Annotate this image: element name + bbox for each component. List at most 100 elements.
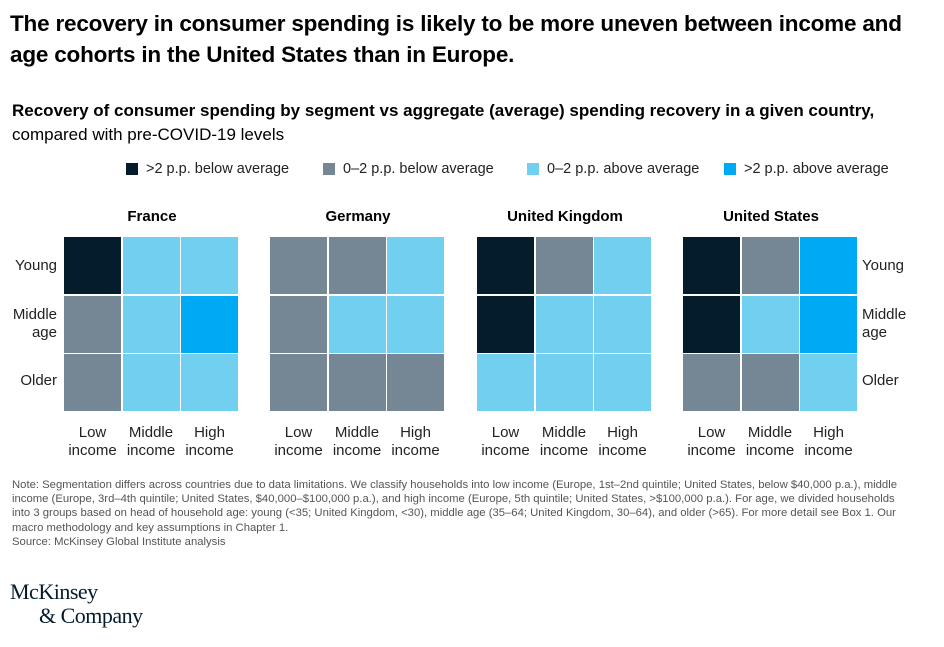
heatmap-cell <box>328 295 386 353</box>
column-label-line: income <box>687 442 736 459</box>
heatmap-cell <box>477 237 534 294</box>
column-label: High income <box>181 424 239 460</box>
column-label: Low income <box>477 424 535 460</box>
heatmap-cell <box>741 354 799 411</box>
legend-label: 0–2 p.p. below average <box>343 161 494 177</box>
column-label: Middle income <box>328 424 386 460</box>
panel-title-germany: Germany <box>325 208 391 225</box>
heatmap-cell <box>64 295 121 353</box>
column-label-line: income <box>598 442 647 459</box>
column-label-line: High <box>400 424 431 441</box>
row-label-left: Middle age <box>0 306 57 342</box>
heatmap-cell <box>683 295 740 353</box>
heatmap-cell <box>387 237 444 294</box>
row-label-right: Older <box>862 372 932 390</box>
column-label: High income <box>594 424 652 460</box>
legend-label: >2 p.p. below average <box>146 161 290 177</box>
heatmap-cell <box>122 295 180 353</box>
panel-title-france: France <box>127 208 177 225</box>
column-label-line: Low <box>284 424 313 441</box>
column-label-line: High <box>194 424 225 441</box>
legend: >2 p.p. below average 0–2 p.p. below aver… <box>0 161 944 183</box>
heatmap-cell <box>683 354 740 411</box>
legend-swatch <box>527 163 539 175</box>
heatmap-cell <box>477 354 534 411</box>
column-label-line: income <box>745 442 795 459</box>
legend-swatch <box>724 163 736 175</box>
heatmap-cell <box>387 354 444 411</box>
heatmap-cell <box>741 237 799 294</box>
column-label-line: Middle <box>128 424 174 441</box>
column-label: Low income <box>64 424 122 460</box>
heatmap-cell <box>741 295 799 353</box>
chart-headline: The recovery in consumer spending is lik… <box>10 11 902 67</box>
column-label-line: Middle <box>334 424 380 441</box>
source-text: Source: McKinsey Global Institute analys… <box>12 535 226 548</box>
column-label: High income <box>387 424 445 460</box>
heatmap-cell <box>594 295 651 353</box>
column-label-line: income <box>804 442 853 459</box>
column-label-line: High <box>607 424 638 441</box>
heatmap-cell <box>594 354 651 411</box>
column-label-line: income <box>126 442 176 459</box>
row-label-right: Middle age <box>862 306 932 342</box>
heatmap-grid-united-states <box>683 237 859 412</box>
panel-title-united-kingdom: United Kingdom <box>507 208 623 225</box>
legend-label: >2 p.p. above average <box>744 161 889 177</box>
legend-item-below: 0–2 p.p. below average <box>323 161 494 177</box>
row-label-line: age <box>31 324 57 341</box>
heatmap-cell <box>64 237 121 294</box>
column-label: Middle income <box>741 424 799 460</box>
legend-swatch <box>126 163 138 175</box>
heatmap-cell <box>270 354 327 411</box>
column-label-line: income <box>274 442 323 459</box>
chart-notes: Note: Segmentation differs across countr… <box>12 478 912 549</box>
row-label-line: Older <box>862 372 899 389</box>
row-label-left: Older <box>0 372 57 390</box>
column-label-line: High <box>813 424 844 441</box>
note-text: Note: Segmentation differs across countr… <box>12 479 897 534</box>
column-label-line: Middle <box>541 424 587 441</box>
column-label: High income <box>800 424 858 460</box>
heatmap-cell <box>477 295 534 353</box>
heatmap-grid-germany <box>270 237 446 412</box>
heatmap-cell <box>181 237 238 294</box>
column-label-line: income <box>332 442 382 459</box>
heatmap-cell <box>800 237 857 294</box>
legend-label: 0–2 p.p. above average <box>547 161 700 177</box>
heatmap-cell <box>535 237 593 294</box>
logo-line-1: McKinsey <box>10 579 98 604</box>
column-label: Low income <box>270 424 328 460</box>
heatmap-cell <box>181 295 238 353</box>
row-label-line: Middle <box>12 306 57 323</box>
legend-item-far-above: >2 p.p. above average <box>724 161 889 177</box>
heatmap-cell <box>270 237 327 294</box>
heatmap-cell <box>122 237 180 294</box>
legend-swatch <box>323 163 335 175</box>
row-label-line: Middle <box>862 306 907 323</box>
heatmap-cell <box>387 295 444 353</box>
column-label: Middle income <box>122 424 180 460</box>
heatmap-cell <box>328 354 386 411</box>
heatmap-cell <box>64 354 121 411</box>
column-label-line: Low <box>491 424 520 441</box>
subtitle-regular: compared with pre-COVID-19 levels <box>12 125 285 144</box>
row-label-line: Older <box>20 372 57 389</box>
row-label-left: Young <box>0 257 57 275</box>
logo-line-2: & Company <box>39 603 143 628</box>
row-label-line: Young <box>862 257 904 274</box>
heatmap-cell <box>122 354 180 411</box>
heatmap-cell <box>328 237 386 294</box>
column-label: Low income <box>683 424 741 460</box>
column-label-line: Middle <box>747 424 793 441</box>
heatmap-cell <box>594 237 651 294</box>
heatmap-cell <box>683 237 740 294</box>
heatmap-cell <box>800 295 857 353</box>
column-label-line: income <box>481 442 530 459</box>
heatmap-cell <box>535 295 593 353</box>
legend-item-far-below: >2 p.p. below average <box>126 161 289 177</box>
column-label: Middle income <box>535 424 593 460</box>
column-label-line: income <box>539 442 589 459</box>
row-label-line: age <box>862 324 888 341</box>
panel-title-united-states: United States <box>723 208 819 225</box>
